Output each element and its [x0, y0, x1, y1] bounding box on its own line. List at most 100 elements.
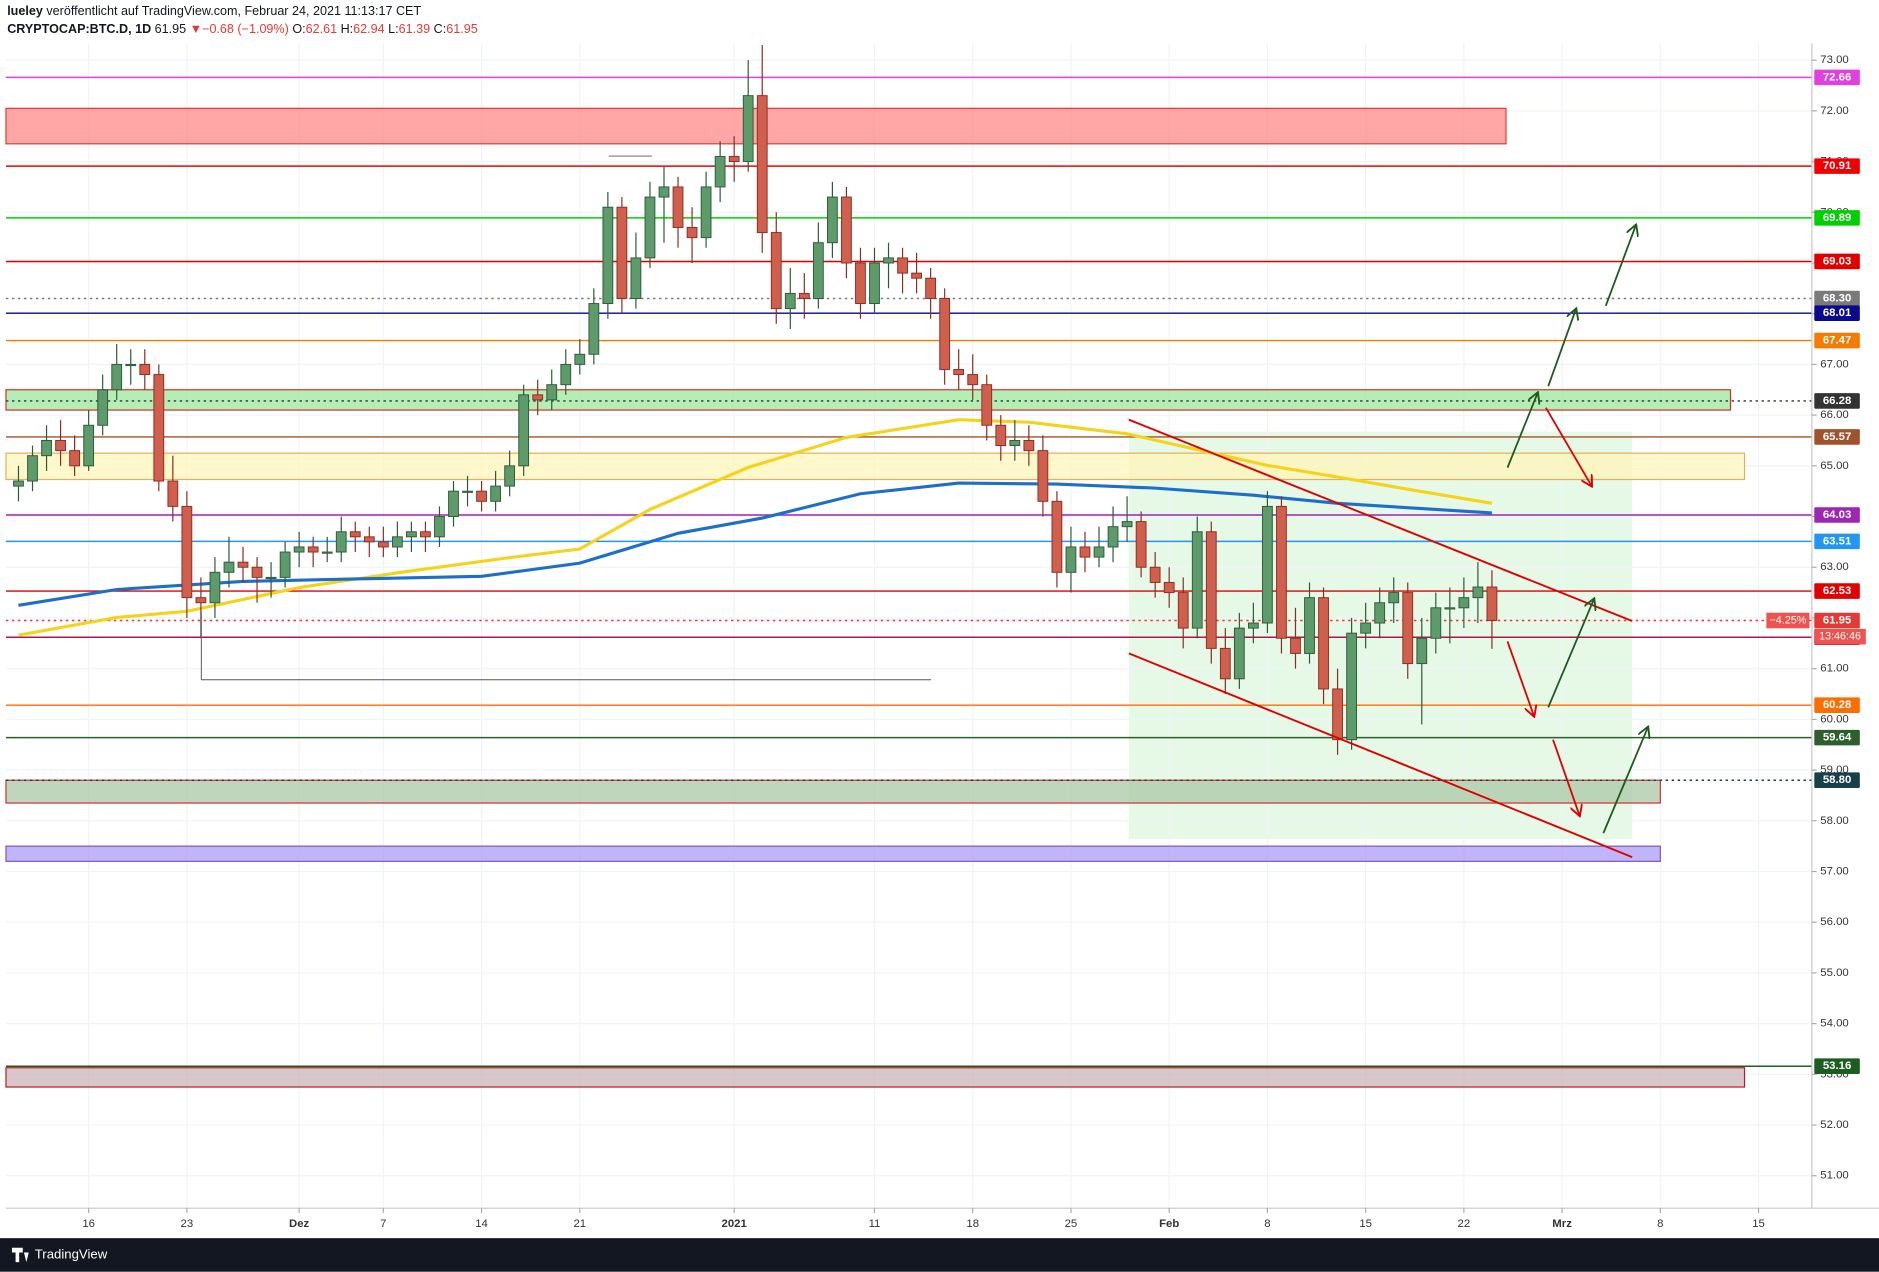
level-label: 72.66	[1823, 71, 1851, 83]
x-tick-label: 25	[1065, 1218, 1078, 1230]
arrow-up	[1547, 599, 1594, 708]
grid-layer	[5, 43, 1812, 1209]
level-label: 70.91	[1823, 160, 1852, 172]
moving-average	[18, 418, 1493, 637]
level-label: 61.95	[1823, 614, 1852, 626]
candle-body	[279, 551, 291, 578]
candle-body	[307, 546, 319, 553]
footer-logo	[11, 1247, 29, 1263]
candle-body	[13, 480, 24, 487]
arrow-down	[1552, 739, 1579, 815]
arrow-down	[1506, 641, 1534, 715]
indicators-layer	[18, 418, 1493, 637]
level-label: 67.47	[1823, 335, 1851, 347]
x-tick-label: 18	[966, 1218, 979, 1230]
x-tick-label: 8	[1657, 1218, 1663, 1230]
candle-body	[672, 186, 684, 228]
levels-layer	[5, 76, 1812, 1067]
candle-body	[827, 196, 838, 244]
candle-body	[335, 531, 347, 553]
candle-body	[1402, 592, 1414, 665]
y-tick-label: 65.00	[1820, 460, 1848, 472]
candle-body	[574, 353, 586, 365]
level-label: 53.16	[1823, 1060, 1851, 1072]
zone	[5, 389, 1732, 411]
candle-body	[1051, 500, 1063, 573]
low-label: L:	[388, 23, 399, 37]
x-tick-label: Dez	[289, 1218, 310, 1230]
x-tick-label: 2021	[722, 1218, 748, 1230]
level-label: 62.53	[1823, 585, 1851, 597]
publish-line: lueley veröffentlicht auf TradingView.co…	[7, 5, 421, 19]
candle-body	[855, 262, 866, 305]
x-tick-label: 14	[475, 1218, 488, 1230]
candle-body	[1079, 546, 1091, 558]
trend-line	[1128, 418, 1633, 622]
last-price: 61.95	[155, 23, 186, 37]
candle-body	[490, 485, 501, 502]
direction: ▼	[190, 23, 202, 37]
candle-body	[1304, 597, 1315, 654]
candle-body	[1430, 607, 1442, 639]
candle-body	[784, 292, 796, 310]
high-label: H:	[341, 23, 354, 37]
candle-body	[321, 551, 333, 554]
y-tick-label: 66.00	[1820, 409, 1848, 421]
candle-body	[518, 394, 530, 467]
candle-body	[925, 277, 937, 299]
candle-body	[153, 374, 165, 482]
candle-body	[265, 576, 277, 580]
level-label: 63.51	[1823, 535, 1852, 547]
level-label: 69.03	[1823, 255, 1851, 267]
x-tick-label: 11	[869, 1218, 881, 1230]
candle-body	[897, 257, 908, 274]
candle-body	[644, 196, 656, 259]
level-label: 64.03	[1823, 509, 1851, 521]
candle-body	[1388, 592, 1400, 604]
y-tick-label: 72.00	[1820, 105, 1848, 117]
level-badge	[1814, 305, 1860, 321]
candle-body	[251, 566, 263, 578]
y-tick-label: 55.00	[1820, 967, 1848, 979]
level-label: 60.28	[1823, 699, 1851, 711]
countdown-badge	[1814, 628, 1866, 645]
x-tick-label: 22	[1458, 1218, 1471, 1230]
candle-body	[953, 369, 965, 376]
y-tick-label: 52.00	[1820, 1119, 1848, 1131]
candle-body	[377, 541, 389, 548]
zone	[5, 452, 1746, 481]
y-tick-label: 54.00	[1820, 1018, 1848, 1030]
candle-body	[588, 303, 600, 355]
candle-body	[546, 384, 558, 401]
candle-body	[1149, 566, 1161, 583]
y-tick-label: 60.00	[1820, 713, 1848, 725]
candle-body	[504, 465, 516, 487]
candle-body	[939, 298, 951, 370]
level-label: 65.57	[1823, 431, 1851, 443]
level-badge	[1814, 429, 1860, 445]
candle-body	[1219, 647, 1231, 680]
candle-body	[981, 384, 993, 426]
y-tick-label: 58.00	[1820, 815, 1848, 827]
candle-body	[237, 561, 249, 568]
x-tick-label: 15	[1359, 1218, 1372, 1230]
candle-body	[1037, 450, 1049, 502]
candle-body	[1163, 581, 1175, 594]
footer-brand[interactable]: TradingView	[35, 1246, 108, 1261]
candle-body	[1276, 505, 1287, 639]
candle-body	[560, 363, 572, 386]
footer-bar	[0, 1238, 1879, 1272]
x-tick-label: Mrz	[1552, 1218, 1572, 1230]
candle-body	[1360, 622, 1372, 634]
candle-body	[1416, 637, 1428, 665]
candle-body	[1205, 531, 1217, 649]
arrow-up	[1506, 393, 1538, 468]
candle-body	[1023, 439, 1035, 452]
level-badge	[1814, 533, 1860, 550]
candle-body	[812, 242, 824, 299]
candle-body	[462, 490, 473, 493]
candle-body	[1486, 586, 1498, 621]
